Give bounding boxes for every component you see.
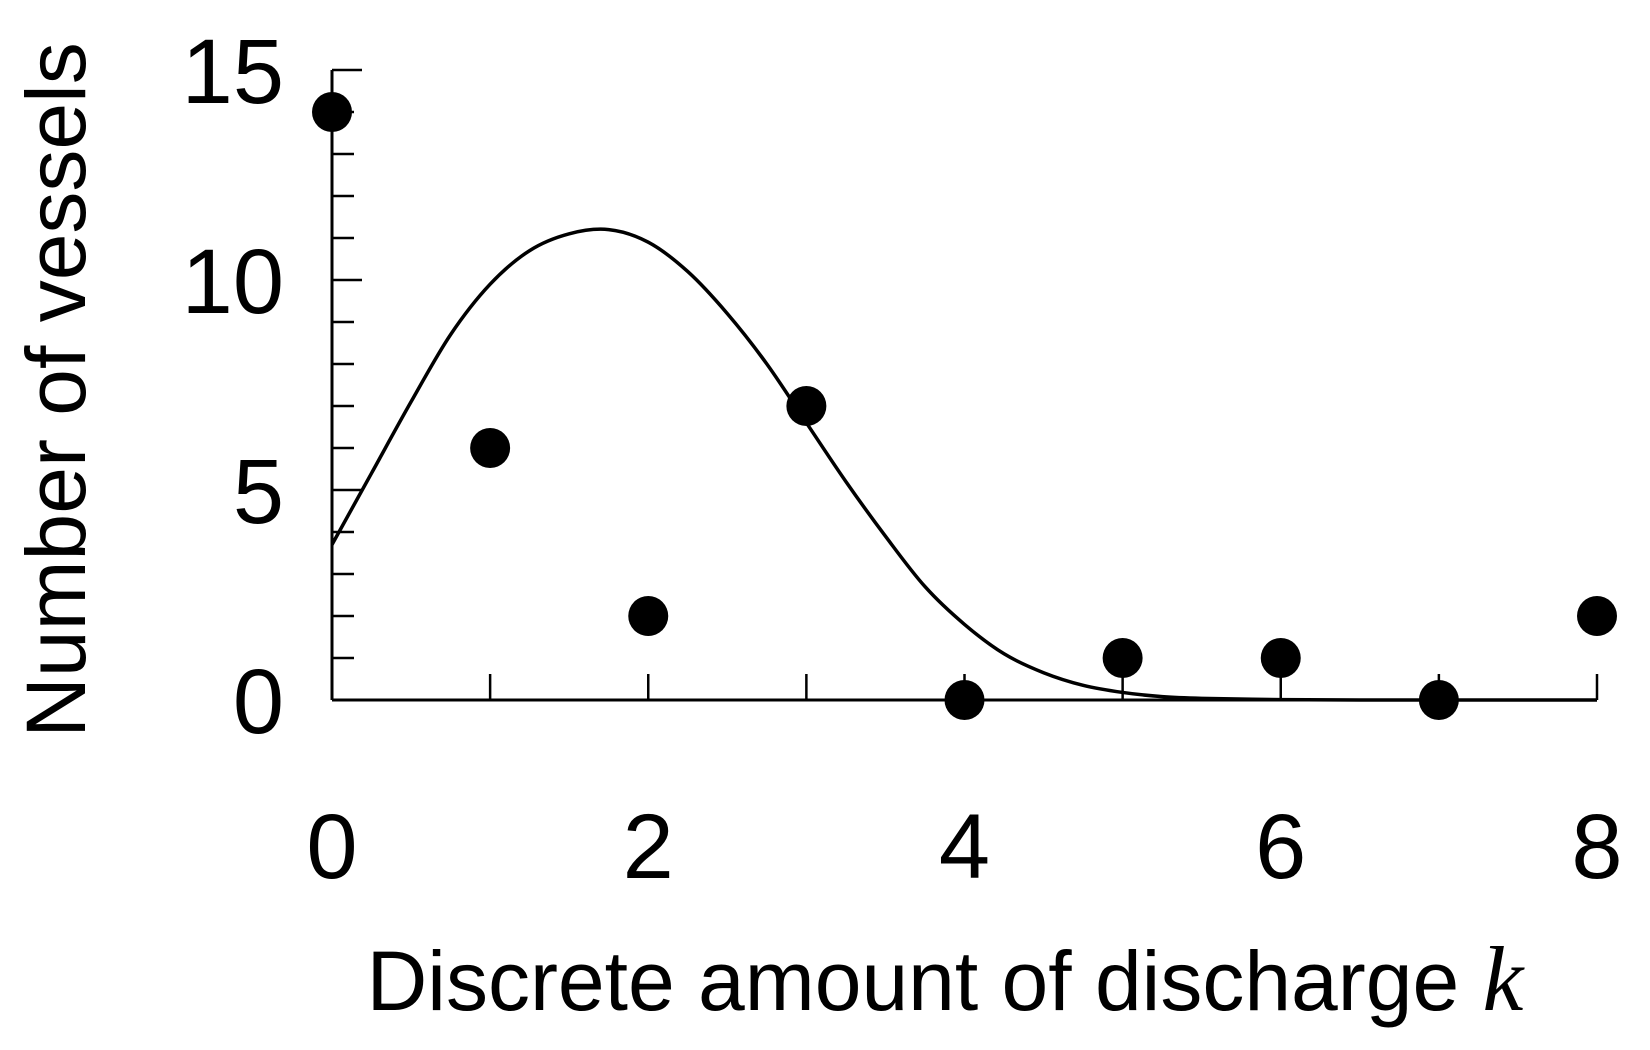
y-tick-label: 0 — [233, 651, 284, 753]
data-point — [786, 386, 827, 426]
data-point — [628, 596, 669, 636]
data-point — [1577, 596, 1617, 636]
data-point — [470, 428, 511, 468]
fit-curve — [330, 227, 1597, 702]
data-point — [1260, 638, 1301, 678]
x-tick-label: 0 — [306, 796, 357, 898]
x-tick-label: 6 — [1255, 796, 1306, 898]
y-axis-title: Number of vessels — [9, 42, 103, 738]
x-axis-title-text: Discrete amount of discharge — [367, 934, 1460, 1028]
x-tick-label: 2 — [623, 796, 674, 898]
x-tick-label: 8 — [1571, 796, 1622, 898]
data-point — [312, 92, 352, 132]
y-tick-label: 15 — [182, 21, 284, 123]
y-axis-ticks — [332, 68, 362, 702]
x-axis-ticks — [330, 674, 1599, 700]
x-axis-title-variable: k — [1483, 928, 1526, 1030]
y-axis-tick-labels: 0 5 10 15 — [182, 21, 284, 753]
data-points — [312, 92, 1617, 720]
plot-area: 0 5 10 15 0 2 4 6 8 — [182, 21, 1623, 898]
data-point — [1102, 638, 1143, 678]
data-point — [944, 680, 985, 720]
y-tick-label: 5 — [233, 441, 284, 543]
x-axis-tick-labels: 0 2 4 6 8 — [306, 796, 1622, 898]
x-axis-title: Discrete amount of discharge k — [367, 928, 1526, 1030]
x-tick-label: 4 — [939, 796, 990, 898]
y-tick-label: 10 — [182, 231, 284, 333]
data-point — [1418, 680, 1459, 720]
